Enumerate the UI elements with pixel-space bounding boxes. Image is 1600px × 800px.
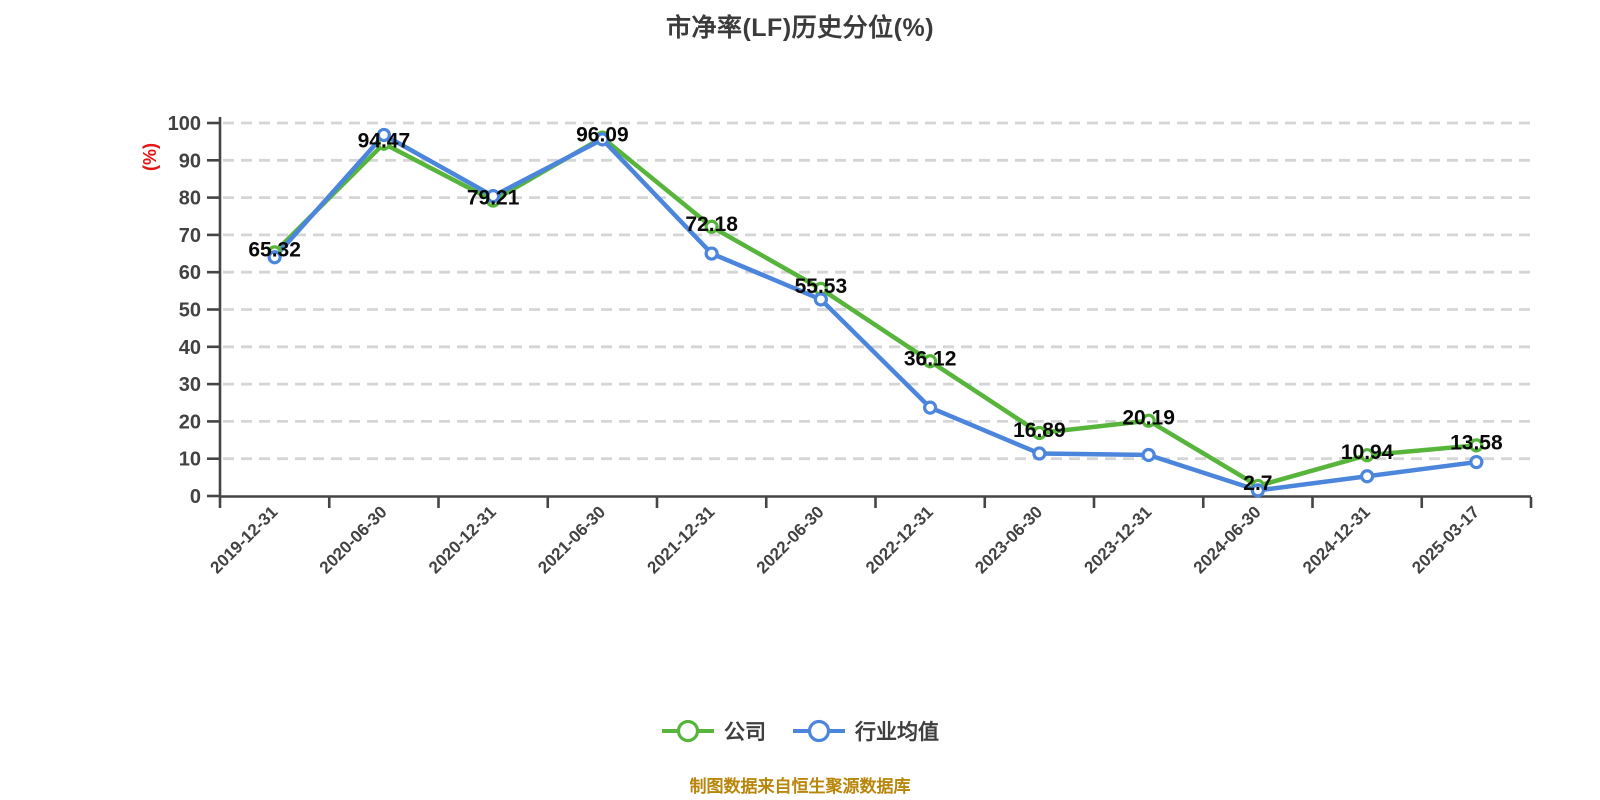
source-note: 制图数据来自恒生聚源数据库 [689,777,911,796]
data-point-industry[interactable] [1360,469,1375,484]
y-axis-label: 80 [179,188,201,210]
series-line-company[interactable] [272,135,1479,489]
legend-line-marker-icon [793,719,845,743]
data-label: 79.21 [467,187,520,210]
legend-item-company[interactable]: 公司 [661,716,766,746]
data-point-industry[interactable] [376,127,391,143]
data-label: 2.7 [1243,472,1272,495]
data-label: 10.94 [1341,441,1394,464]
y-axis-label: 50 [179,300,201,322]
data-point-company[interactable] [704,219,719,234]
y-axis-label: 0 [190,486,201,508]
x-axis-label: 2024-12-31 [1299,502,1374,577]
y-axis-label: 100 [168,113,201,135]
data-point-company[interactable] [1469,438,1484,453]
x-axis-label: 2022-12-31 [862,502,937,577]
data-point-industry[interactable] [704,246,719,261]
y-axis-label: 70 [179,225,201,247]
legend-label-industry: 行业均值 [855,721,939,744]
data-label: 16.89 [1013,419,1066,442]
data-point-company[interactable] [1141,413,1156,428]
data-label: 72.18 [685,213,738,236]
legend-line-marker-icon [662,719,714,743]
y-axis-label: 90 [179,150,201,172]
data-point-industry[interactable] [1032,446,1047,461]
legend: 公司 行业均值 [0,716,1600,746]
y-axis-unit-label: (%) [140,143,160,171]
data-label: 65.32 [248,238,301,261]
data-point-industry[interactable] [595,132,610,147]
x-axis-label: 2023-12-31 [1081,502,1156,577]
y-axis-label: 20 [179,411,201,433]
data-point-company[interactable] [1360,448,1375,463]
data-label: 36.12 [904,347,957,370]
data-point-company[interactable] [1032,425,1047,441]
x-axis-label: 2025-03-17 [1408,502,1483,577]
chart-title: 市净率(LF)历史分位(%) [665,14,935,42]
data-label: 13.58 [1450,431,1503,454]
y-axis-label: 60 [179,262,201,284]
data-label: 20.19 [1122,407,1175,430]
x-axis-label: 2022-06-30 [753,502,828,577]
x-axis-label: 2021-06-30 [534,502,609,577]
x-axis-label: 2019-12-31 [207,502,282,577]
y-axis-label: 40 [179,337,201,359]
data-point-industry[interactable] [1469,454,1484,470]
data-label: 96.09 [576,124,629,147]
data-point-industry[interactable] [486,189,501,204]
data-point-industry[interactable] [1250,483,1265,498]
legend-label-company: 公司 [724,721,766,744]
series-line-industry[interactable] [272,132,1479,493]
x-axis-label: 2021-12-31 [644,502,719,577]
y-axis-label: 10 [179,449,201,471]
data-point-industry[interactable] [267,250,282,265]
data-point-industry[interactable] [923,400,938,415]
x-axis-label: 2023-06-30 [971,502,1046,577]
x-axis-label: 2024-06-30 [1190,502,1265,577]
legend-item-industry[interactable]: 行业均值 [792,716,939,746]
data-label: 55.53 [795,275,848,298]
data-point-company[interactable] [923,354,938,369]
data-point-industry[interactable] [1141,447,1156,463]
y-axis-label: 30 [179,374,201,396]
x-axis-label: 2020-06-30 [316,502,391,577]
data-point-industry[interactable] [813,292,828,307]
data-label: 94.47 [358,130,411,153]
x-axis-label: 2020-12-31 [425,502,500,577]
